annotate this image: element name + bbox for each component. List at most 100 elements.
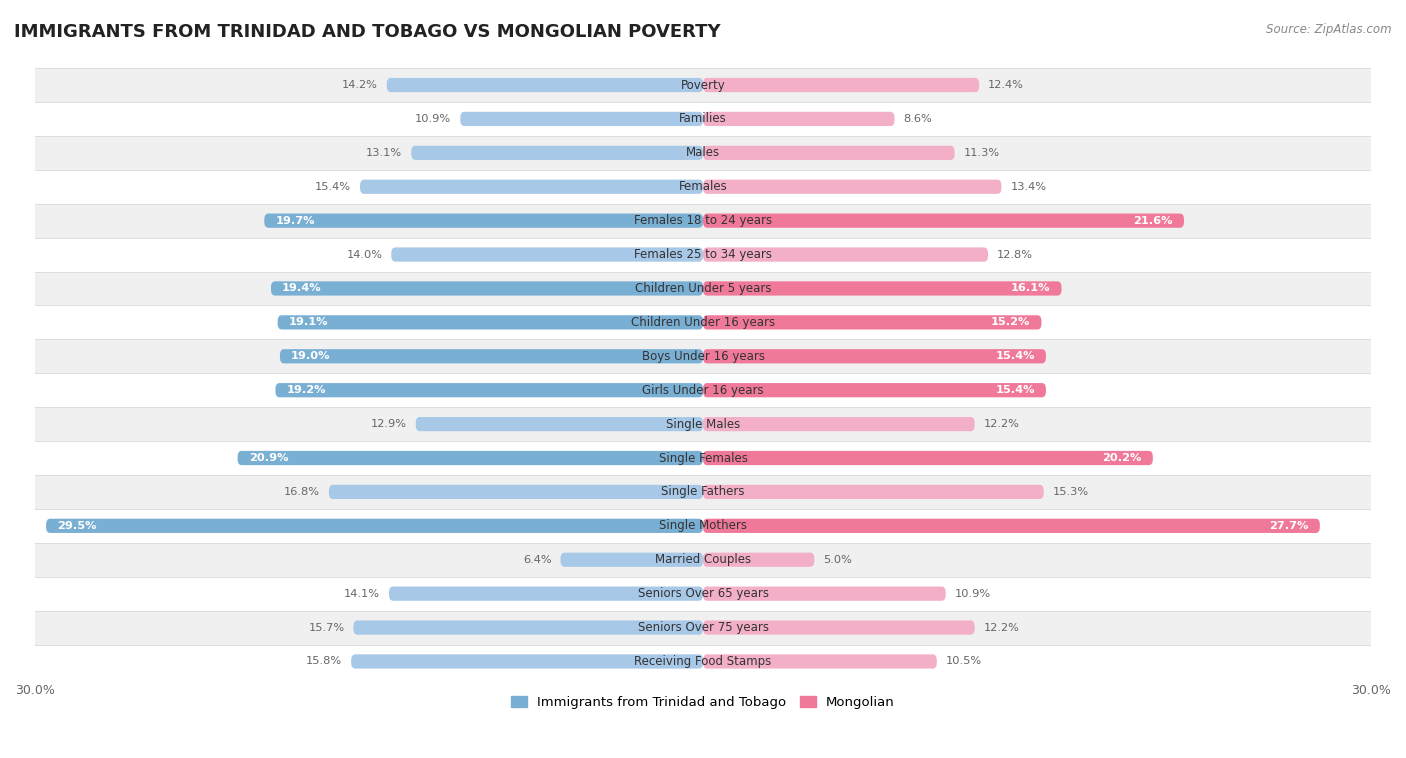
Text: 5.0%: 5.0%: [824, 555, 852, 565]
FancyBboxPatch shape: [703, 78, 979, 92]
Text: Single Males: Single Males: [666, 418, 740, 431]
Text: 11.3%: 11.3%: [963, 148, 1000, 158]
Bar: [35, 170, 1371, 204]
FancyBboxPatch shape: [703, 417, 974, 431]
Bar: [35, 305, 1371, 340]
Bar: [35, 577, 1371, 611]
FancyBboxPatch shape: [703, 146, 955, 160]
Bar: [35, 441, 1371, 475]
Text: 15.4%: 15.4%: [315, 182, 352, 192]
Text: Receiving Food Stamps: Receiving Food Stamps: [634, 655, 772, 668]
Bar: [35, 373, 1371, 407]
Text: IMMIGRANTS FROM TRINIDAD AND TOBAGO VS MONGOLIAN POVERTY: IMMIGRANTS FROM TRINIDAD AND TOBAGO VS M…: [14, 23, 721, 41]
Legend: Immigrants from Trinidad and Tobago, Mongolian: Immigrants from Trinidad and Tobago, Mon…: [506, 691, 900, 715]
FancyBboxPatch shape: [703, 315, 1042, 330]
FancyBboxPatch shape: [352, 654, 703, 669]
Text: 14.2%: 14.2%: [342, 80, 378, 90]
FancyBboxPatch shape: [703, 518, 1320, 533]
Text: 21.6%: 21.6%: [1133, 215, 1173, 226]
Text: Seniors Over 65 years: Seniors Over 65 years: [637, 587, 769, 600]
Bar: [35, 644, 1371, 678]
Text: 15.7%: 15.7%: [308, 622, 344, 633]
Text: Females 25 to 34 years: Females 25 to 34 years: [634, 248, 772, 261]
Bar: [35, 68, 1371, 102]
FancyBboxPatch shape: [703, 451, 1153, 465]
FancyBboxPatch shape: [703, 553, 814, 567]
FancyBboxPatch shape: [387, 78, 703, 92]
Text: 19.7%: 19.7%: [276, 215, 315, 226]
Bar: [35, 509, 1371, 543]
Text: Females 18 to 24 years: Females 18 to 24 years: [634, 215, 772, 227]
Text: Families: Families: [679, 112, 727, 125]
Bar: [35, 102, 1371, 136]
Text: 15.2%: 15.2%: [991, 318, 1031, 327]
Bar: [35, 136, 1371, 170]
Text: 19.4%: 19.4%: [283, 283, 322, 293]
Text: 10.9%: 10.9%: [955, 589, 991, 599]
FancyBboxPatch shape: [561, 553, 703, 567]
FancyBboxPatch shape: [703, 281, 1062, 296]
FancyBboxPatch shape: [353, 621, 703, 634]
Text: 12.4%: 12.4%: [988, 80, 1024, 90]
Text: 15.3%: 15.3%: [1053, 487, 1088, 497]
Bar: [35, 271, 1371, 305]
FancyBboxPatch shape: [360, 180, 703, 194]
Bar: [35, 407, 1371, 441]
Text: 20.9%: 20.9%: [249, 453, 288, 463]
Text: 12.9%: 12.9%: [371, 419, 406, 429]
Text: Females: Females: [679, 180, 727, 193]
Text: Single Fathers: Single Fathers: [661, 485, 745, 499]
FancyBboxPatch shape: [703, 383, 1046, 397]
FancyBboxPatch shape: [703, 180, 1001, 194]
Text: 19.2%: 19.2%: [287, 385, 326, 395]
Text: 16.8%: 16.8%: [284, 487, 321, 497]
FancyBboxPatch shape: [271, 281, 703, 296]
FancyBboxPatch shape: [391, 247, 703, 262]
Bar: [35, 543, 1371, 577]
Text: 16.1%: 16.1%: [1011, 283, 1050, 293]
FancyBboxPatch shape: [703, 247, 988, 262]
Bar: [35, 340, 1371, 373]
FancyBboxPatch shape: [703, 621, 974, 634]
FancyBboxPatch shape: [703, 214, 1184, 227]
FancyBboxPatch shape: [329, 485, 703, 499]
FancyBboxPatch shape: [460, 111, 703, 126]
Text: Seniors Over 75 years: Seniors Over 75 years: [637, 621, 769, 634]
Text: 12.2%: 12.2%: [984, 622, 1019, 633]
Text: 6.4%: 6.4%: [523, 555, 551, 565]
Text: 19.1%: 19.1%: [288, 318, 329, 327]
Text: 10.5%: 10.5%: [946, 656, 981, 666]
Text: Single Females: Single Females: [658, 452, 748, 465]
Text: Boys Under 16 years: Boys Under 16 years: [641, 349, 765, 363]
FancyBboxPatch shape: [277, 315, 703, 330]
Text: 20.2%: 20.2%: [1102, 453, 1142, 463]
Text: 12.8%: 12.8%: [997, 249, 1033, 259]
FancyBboxPatch shape: [703, 111, 894, 126]
Text: Children Under 5 years: Children Under 5 years: [634, 282, 772, 295]
Text: 14.1%: 14.1%: [344, 589, 380, 599]
Text: 15.4%: 15.4%: [995, 385, 1035, 395]
Text: 10.9%: 10.9%: [415, 114, 451, 124]
Text: Children Under 16 years: Children Under 16 years: [631, 316, 775, 329]
Text: 15.8%: 15.8%: [307, 656, 342, 666]
FancyBboxPatch shape: [280, 349, 703, 363]
Text: 12.2%: 12.2%: [984, 419, 1019, 429]
Bar: [35, 204, 1371, 237]
Text: 29.5%: 29.5%: [58, 521, 97, 531]
Text: Single Mothers: Single Mothers: [659, 519, 747, 532]
FancyBboxPatch shape: [703, 587, 946, 601]
FancyBboxPatch shape: [264, 214, 703, 227]
Text: Girls Under 16 years: Girls Under 16 years: [643, 384, 763, 396]
Bar: [35, 475, 1371, 509]
FancyBboxPatch shape: [416, 417, 703, 431]
FancyBboxPatch shape: [389, 587, 703, 601]
Text: Married Couples: Married Couples: [655, 553, 751, 566]
FancyBboxPatch shape: [238, 451, 703, 465]
Text: Males: Males: [686, 146, 720, 159]
Text: 13.1%: 13.1%: [366, 148, 402, 158]
Text: 15.4%: 15.4%: [995, 351, 1035, 362]
Text: Poverty: Poverty: [681, 79, 725, 92]
FancyBboxPatch shape: [46, 518, 703, 533]
FancyBboxPatch shape: [703, 654, 936, 669]
FancyBboxPatch shape: [703, 485, 1043, 499]
